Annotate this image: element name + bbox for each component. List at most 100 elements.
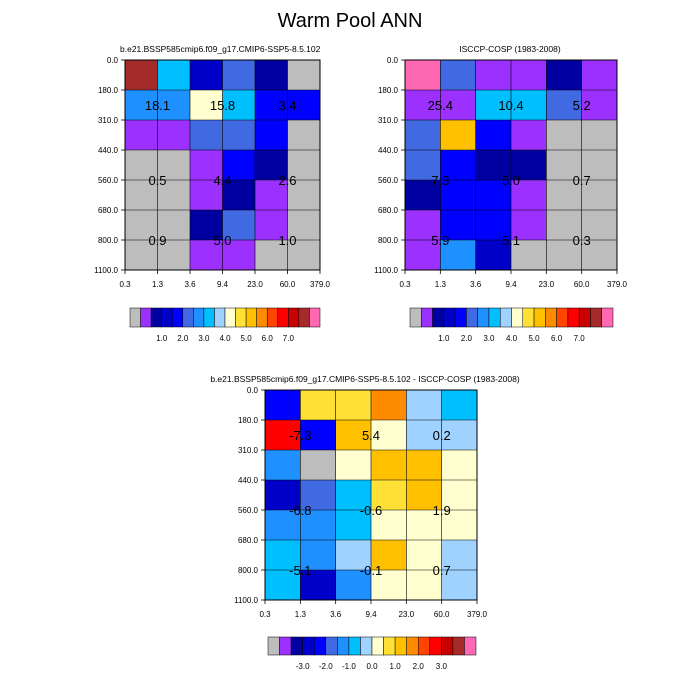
heatmap-cell <box>222 90 256 121</box>
y-tick-label: 560.0 <box>238 506 259 515</box>
colorbar-box <box>161 307 173 328</box>
heatmap-cell <box>335 510 372 541</box>
heatmap-cell <box>190 120 223 151</box>
y-tick-label: 180.0 <box>378 86 399 95</box>
heatmap-cell <box>406 510 443 541</box>
x-tick-label: 379.0 <box>310 280 331 289</box>
heatmap-cell <box>287 60 321 91</box>
colorbar-box <box>140 307 152 328</box>
colorbar-box <box>298 307 310 328</box>
data-label: 18.1 <box>145 98 170 113</box>
y-tick-label: 180.0 <box>238 416 259 425</box>
colorbar-box <box>601 307 614 328</box>
x-tick-label: 0.3 <box>119 280 131 289</box>
data-label: 0.7 <box>573 173 591 188</box>
heatmap-cell <box>371 570 407 601</box>
heatmap-cell <box>335 420 372 451</box>
colorbar-box <box>545 307 557 328</box>
colorbar-box <box>432 307 445 328</box>
colorbar-box <box>477 307 490 328</box>
x-tick-label: 1.3 <box>295 610 307 619</box>
heatmap-cell <box>287 90 321 121</box>
heatmap-cell <box>406 450 443 481</box>
y-tick-label: 560.0 <box>98 176 119 185</box>
heatmap-cell <box>287 240 321 271</box>
data-label: -6.8 <box>289 503 311 518</box>
heatmap-cell <box>546 60 583 91</box>
data-label: -5.1 <box>289 563 311 578</box>
heatmap-cell <box>475 150 512 181</box>
y-tick-label: 440.0 <box>238 476 259 485</box>
heatmap-cell <box>475 60 512 91</box>
heatmap-cell <box>125 90 158 121</box>
heatmap-cell <box>581 180 618 211</box>
colorbar-box <box>590 307 602 328</box>
colorbar-box <box>466 307 478 328</box>
colorbar-box <box>182 307 194 328</box>
colorbar-label: 3.0 <box>198 334 210 343</box>
panel-2-title: ISCCP-COSP (1983-2008) <box>459 44 561 54</box>
colorbar-box <box>441 636 454 656</box>
heatmap-cell <box>441 510 478 541</box>
heatmap-cell <box>511 150 547 181</box>
colorbar-label: 4.0 <box>506 334 518 343</box>
colorbar-label: 1.0 <box>390 662 402 671</box>
heatmap-cell <box>190 60 223 91</box>
heatmap-cell <box>440 90 477 121</box>
heatmap-cell <box>511 60 547 91</box>
heatmap-cell <box>222 60 256 91</box>
colorbar-box <box>171 307 184 328</box>
x-tick-label: 23.0 <box>247 280 263 289</box>
x-tick-label: 9.4 <box>365 610 377 619</box>
colorbar-label: 0.0 <box>366 662 378 671</box>
y-tick-label: 310.0 <box>238 446 259 455</box>
data-label: -0.1 <box>360 563 382 578</box>
heatmap-cell <box>581 90 618 121</box>
colorbar-box <box>464 636 477 656</box>
heatmap-cell <box>441 480 478 511</box>
heatmap-cell <box>441 540 478 571</box>
data-label: 5.1 <box>502 233 520 248</box>
colorbar-box <box>193 307 205 328</box>
y-tick-label: 800.0 <box>378 236 399 245</box>
colorbar-box <box>421 307 433 328</box>
heatmap-cell <box>475 210 512 241</box>
colorbar-box <box>360 636 373 656</box>
x-tick-label: 23.0 <box>399 610 415 619</box>
data-label: 3.4 <box>278 98 296 113</box>
heatmap-cell <box>300 510 337 541</box>
panel-1-title: b.e21.BSSP585cmip6.f09_g17.CMIP6-SSP5-8.… <box>120 44 321 54</box>
colorbar-box <box>224 307 236 328</box>
heatmap-cell <box>406 420 443 451</box>
colorbar-label: 2.0 <box>461 334 473 343</box>
colorbar-box <box>129 307 141 328</box>
x-tick-label: 23.0 <box>539 280 555 289</box>
heatmap-cell <box>265 390 301 421</box>
heatmap-cell <box>511 90 547 121</box>
heatmap-cell <box>222 180 256 211</box>
heatmap-cell <box>405 90 441 121</box>
heatmap-cell <box>125 60 158 91</box>
y-tick-label: 310.0 <box>98 116 119 125</box>
heatmap-cell <box>581 150 618 181</box>
heatmap-cell <box>371 510 407 541</box>
heatmap-cell <box>265 450 301 481</box>
colorbar-label: 5.0 <box>241 334 253 343</box>
y-tick-label: 1100.0 <box>94 266 118 275</box>
colorbar-box <box>394 636 407 656</box>
colorbar-box <box>277 307 289 328</box>
heatmap-cell <box>546 120 583 151</box>
colorbar-box <box>267 636 280 656</box>
heatmap-cell <box>511 240 547 271</box>
data-label: -7.3 <box>289 428 311 443</box>
data-label: 1.9 <box>433 503 451 518</box>
colorbar-box <box>488 307 501 328</box>
colorbar-box <box>499 307 512 328</box>
data-label: 5.0 <box>502 173 520 188</box>
x-tick-label: 3.6 <box>184 280 196 289</box>
colorbar-label: 2.0 <box>177 334 189 343</box>
colorbar-box <box>371 636 384 656</box>
colorbar-box <box>556 307 569 328</box>
heatmap-cell <box>406 390 443 421</box>
colorbar-box <box>454 307 467 328</box>
